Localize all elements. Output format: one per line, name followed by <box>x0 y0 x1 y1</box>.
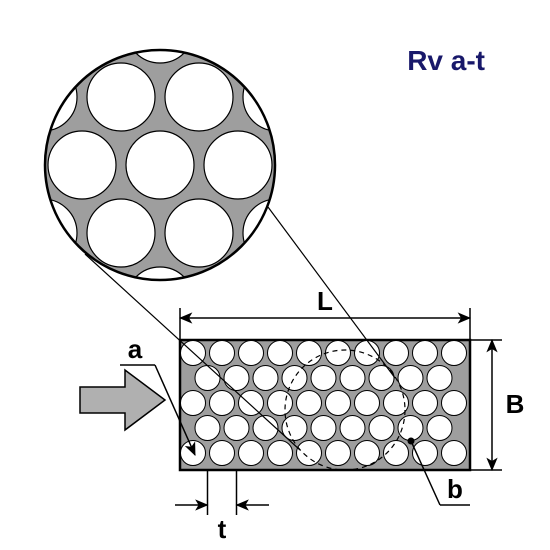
hole <box>239 441 264 466</box>
magnified-hole <box>87 63 155 131</box>
dimension-t: t <box>175 470 269 544</box>
magnified-hole <box>87 199 155 267</box>
dimension-b: B <box>470 340 524 470</box>
magnified-hole <box>0 131 38 199</box>
hole <box>369 366 394 391</box>
hole <box>369 416 394 441</box>
hole <box>210 341 235 366</box>
hole <box>224 416 249 441</box>
hole <box>210 391 235 416</box>
hole <box>195 416 220 441</box>
perforated-sheet <box>180 340 470 470</box>
magnified-hole <box>282 0 350 63</box>
magnified-hole <box>48 131 116 199</box>
hole <box>239 391 264 416</box>
perforation-diagram: Rv a-t L B t a b <box>0 0 550 550</box>
magnified-hole <box>165 199 233 267</box>
hole <box>442 341 467 366</box>
magnified-hole <box>48 267 116 335</box>
hole <box>297 441 322 466</box>
magnified-hole <box>48 0 116 63</box>
hole <box>413 341 438 366</box>
magnified-hole <box>0 0 38 63</box>
hole <box>413 391 438 416</box>
dimension-l: L <box>180 286 470 340</box>
hole <box>427 366 452 391</box>
hole <box>297 391 322 416</box>
hole <box>311 366 336 391</box>
hole <box>326 441 351 466</box>
magnifier-detail <box>0 0 467 335</box>
hole <box>268 391 293 416</box>
hole <box>210 441 235 466</box>
hole <box>340 366 365 391</box>
hole <box>340 416 365 441</box>
hole <box>384 341 409 366</box>
dim-b2-label: b <box>447 474 463 504</box>
magnified-hole <box>360 131 428 199</box>
hole <box>282 366 307 391</box>
hole <box>268 441 293 466</box>
hole <box>181 441 206 466</box>
magnified-hole <box>399 199 467 267</box>
hole <box>442 391 467 416</box>
magnified-hole <box>321 63 389 131</box>
magnified-hole <box>282 131 350 199</box>
dim-a-label: a <box>128 334 143 364</box>
hole <box>195 366 220 391</box>
feed-arrow-icon <box>80 370 165 430</box>
hole <box>355 391 380 416</box>
hole <box>253 366 278 391</box>
hole <box>268 341 293 366</box>
hole <box>311 416 336 441</box>
dim-b-label: B <box>506 389 525 419</box>
dim-t-label: t <box>218 514 227 544</box>
hole <box>326 341 351 366</box>
magnified-hole <box>165 63 233 131</box>
magnified-hole <box>126 131 194 199</box>
magnified-hole <box>204 267 272 335</box>
hole <box>442 441 467 466</box>
hole <box>355 441 380 466</box>
hole <box>427 416 452 441</box>
magnified-hole <box>282 267 350 335</box>
hole <box>224 366 249 391</box>
magnified-hole <box>204 0 272 63</box>
hole <box>398 366 423 391</box>
magnified-hole <box>360 267 428 335</box>
hole <box>326 391 351 416</box>
diagram-title: Rv a-t <box>407 45 485 76</box>
hole <box>181 391 206 416</box>
magnified-hole <box>0 267 38 335</box>
magnified-hole <box>321 199 389 267</box>
hole <box>239 341 264 366</box>
magnified-hole <box>204 131 272 199</box>
